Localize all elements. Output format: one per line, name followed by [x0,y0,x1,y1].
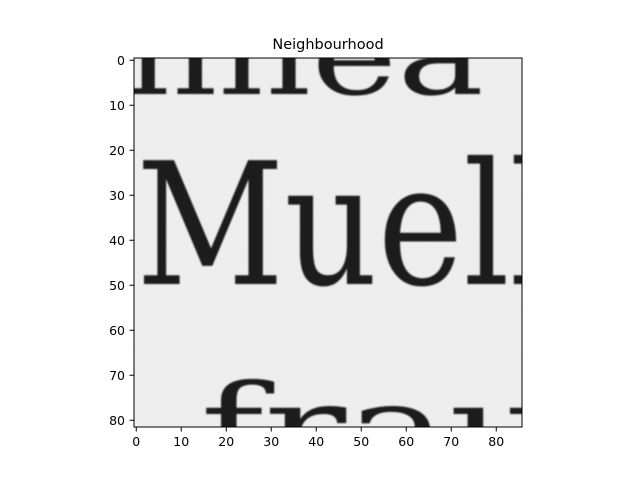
image-word-bottom: frau [200,360,560,480]
x-tick-label: 50 [353,434,369,449]
y-tick-label: 30 [109,188,125,203]
paper-grain [134,58,522,427]
x-axis: 0 10 20 30 40 50 60 70 80 [132,427,504,449]
y-axis: 0 10 20 30 40 50 60 70 80 [109,53,134,428]
x-tick-label: 80 [488,434,504,449]
image-word-middle: Muell [136,127,556,325]
y-tick-label: 50 [109,278,125,293]
x-tick-label: 20 [218,434,234,449]
y-tick-label: 10 [109,98,125,113]
x-tick-label: 30 [263,434,279,449]
x-tick-label: 40 [308,434,324,449]
axes-frame [133,57,523,428]
chart-title: Neighbourhood [272,37,383,53]
x-tick-label: 10 [173,434,189,449]
y-tick-label: 80 [109,413,125,428]
y-tick-label: 40 [109,233,125,248]
x-tick-label: 70 [443,434,459,449]
x-tick-label: 0 [132,434,140,449]
y-tick-label: 70 [109,368,125,383]
y-tick-label: 0 [117,53,125,68]
y-tick-label: 60 [109,323,125,338]
y-tick-label: 20 [109,143,125,158]
x-tick-label: 60 [398,434,414,449]
image-panel: nnea Muell frau [124,0,560,480]
image-word-top: nnea [124,0,484,121]
